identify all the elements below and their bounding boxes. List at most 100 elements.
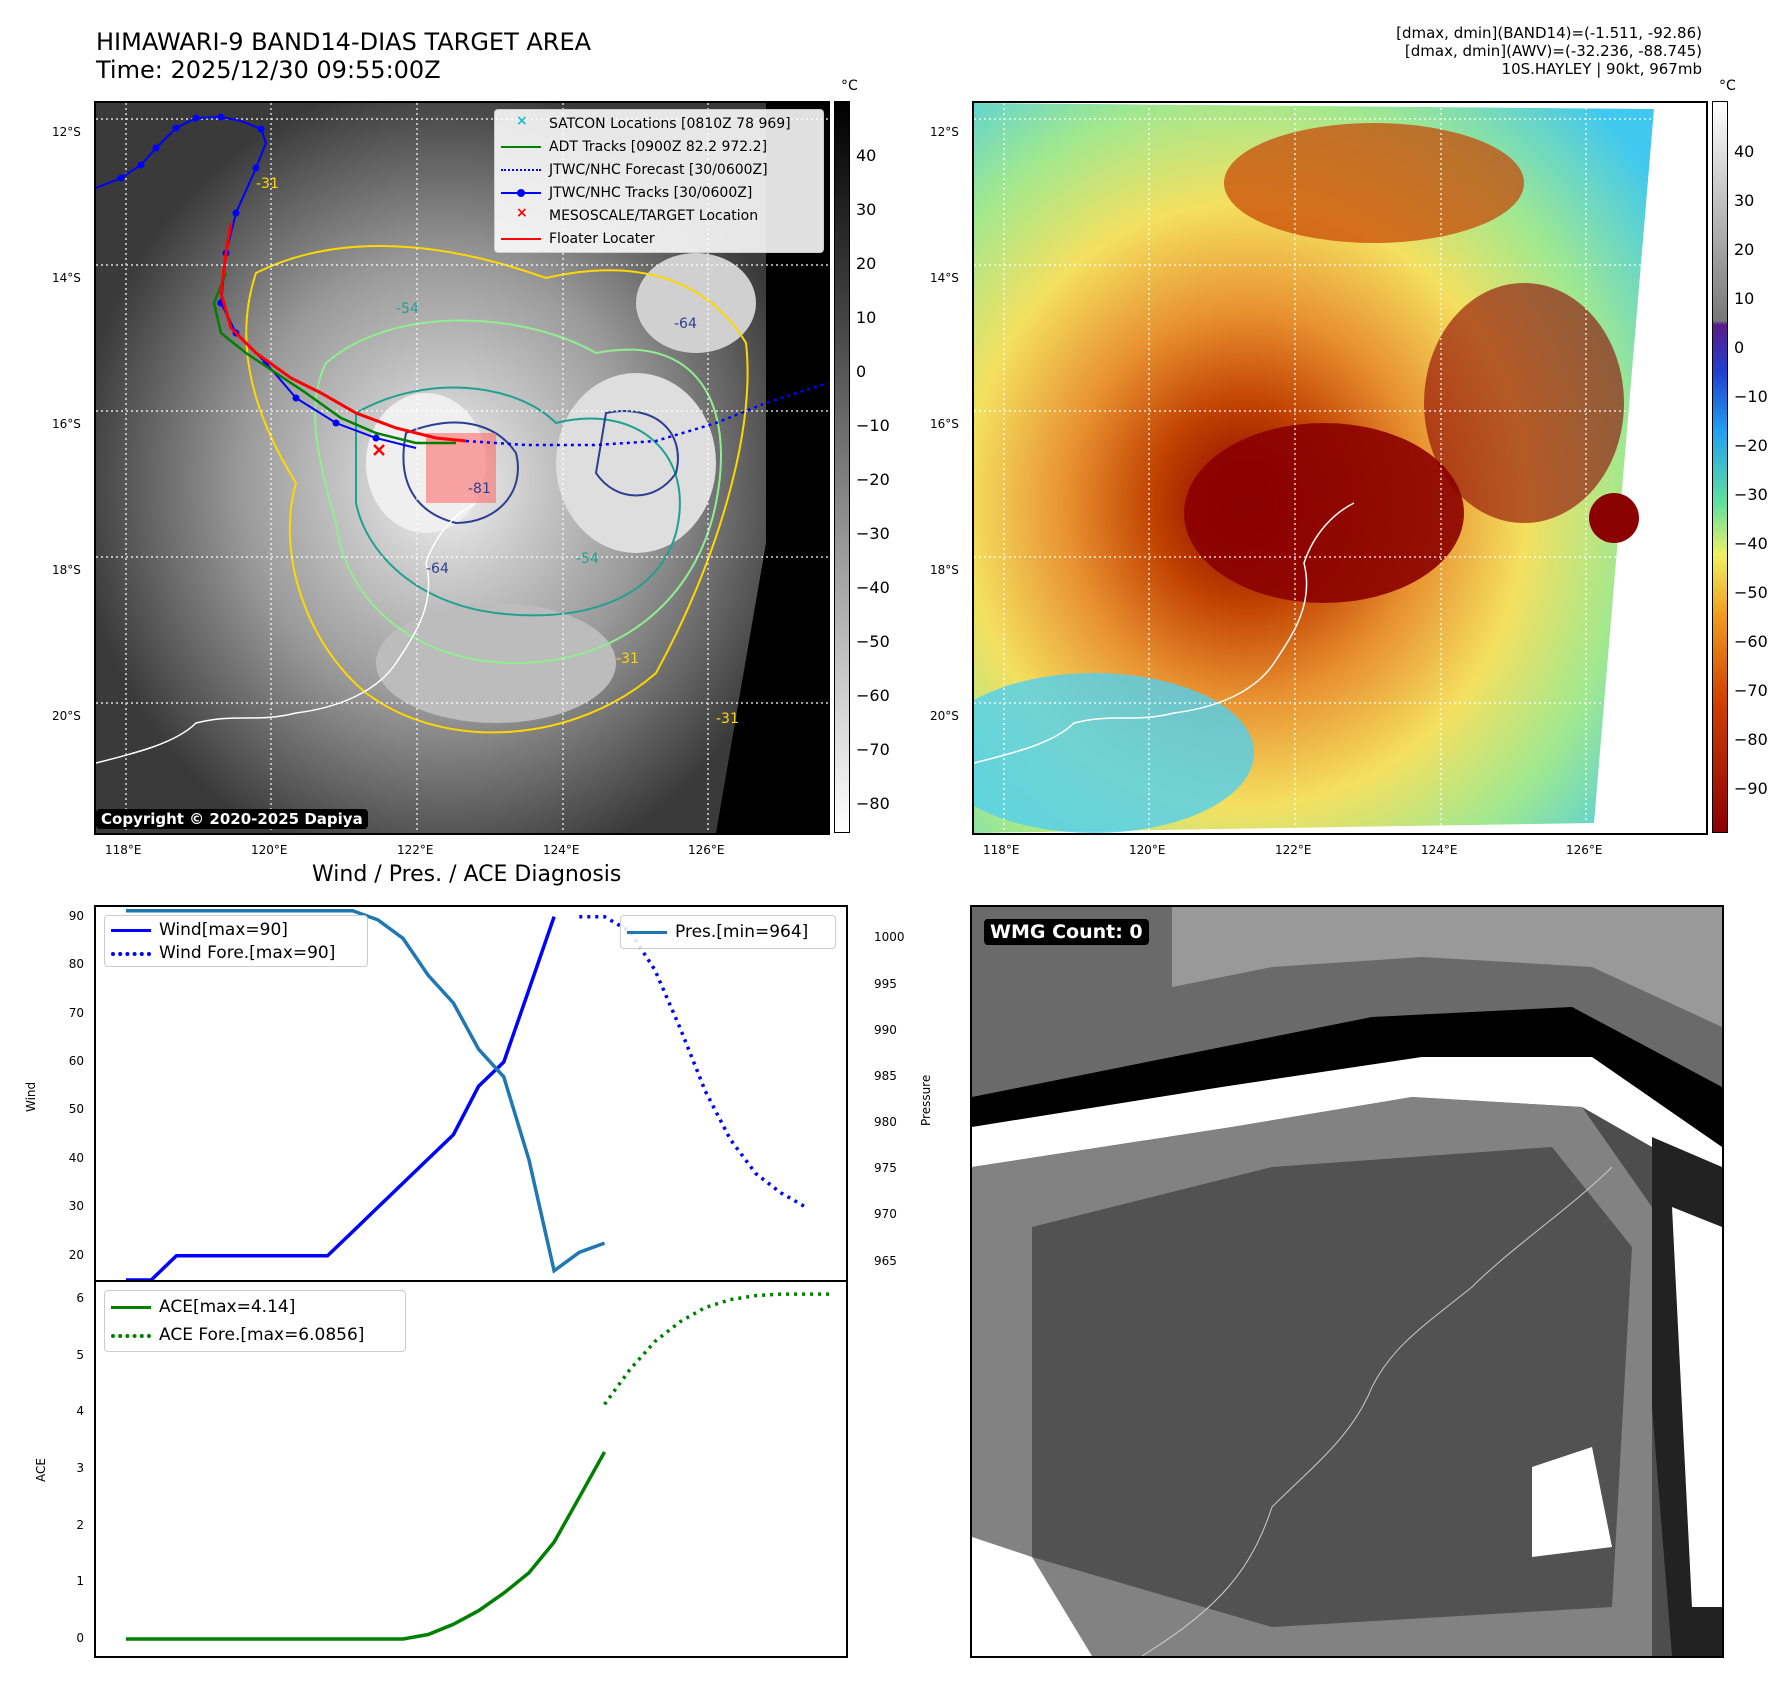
awv-colorbar: [1712, 101, 1728, 833]
info-line-3: 10S.HAYLEY | 90kt, 967mb: [1501, 60, 1702, 78]
coastline: [974, 502, 1355, 764]
contour-label: -31: [256, 176, 279, 192]
y-tick: 6: [76, 1291, 84, 1305]
awv-band-east: [1424, 283, 1624, 523]
line-icon: [501, 232, 541, 246]
contour-54-outer: [314, 319, 722, 665]
series-line-0: [126, 916, 556, 1280]
contour-label: -54: [396, 301, 419, 317]
colorbar-tick: −60: [856, 686, 890, 705]
colorbar-tick: −70: [856, 740, 890, 759]
ace-axis-label: ACE: [34, 1458, 48, 1482]
lon-tick: 124°E: [543, 843, 580, 857]
map-legend: × SATCON Locations [0810Z 78 969] ADT Tr…: [494, 109, 824, 253]
colorbar-tick: −40: [856, 578, 890, 597]
colorbar-tick: −40: [1734, 534, 1768, 553]
dotted-line-icon: [111, 946, 151, 960]
y-tick: 90: [68, 908, 84, 923]
wmg-panel: WMG Count: 0: [970, 905, 1724, 1658]
colorbar-tick: −30: [1734, 485, 1768, 504]
figure-title: HIMAWARI-9 BAND14-DIAS TARGET AREA Time:…: [96, 28, 591, 84]
colorbar-tick: 40: [1734, 142, 1755, 161]
y-tick: 40: [68, 1150, 84, 1165]
line-icon: [111, 923, 151, 937]
lat-tick: 14°S: [52, 271, 81, 285]
y-tick: 980: [874, 1115, 897, 1130]
contour-64: [402, 421, 519, 525]
legend-label: Floater Locater: [549, 230, 655, 247]
contour-label: -54: [576, 551, 599, 567]
coastline: [96, 502, 477, 764]
colorbar-tick: 20: [1734, 240, 1755, 259]
lon-tick: 122°E: [1275, 843, 1312, 857]
lat-tick: 14°S: [930, 271, 959, 285]
pressure-legend: Pres.[min=964]: [620, 915, 836, 949]
lat-tick: 20°S: [930, 709, 959, 723]
lon-tick: 126°E: [1566, 843, 1603, 857]
lat-tick: 18°S: [52, 563, 81, 577]
floater-track: [219, 222, 467, 443]
legend-label: JTWC/NHC Forecast [30/0600Z]: [549, 161, 768, 178]
line-icon: [501, 140, 541, 154]
colorbar-tick: −80: [1734, 730, 1768, 749]
colorbar-tick: 10: [856, 308, 877, 327]
series-line-0: [126, 1451, 607, 1641]
colorbar-tick: −10: [1734, 387, 1768, 406]
y-tick: 70: [68, 1005, 84, 1020]
legend-item: JTWC/NHC Forecast [30/0600Z]: [495, 158, 823, 181]
ace-plot: [126, 1292, 832, 1641]
y-tick: 60: [68, 1054, 84, 1068]
legend-item: ACE Fore.[max=6.0856]: [105, 1321, 405, 1349]
colorbar-tick: 40: [856, 146, 877, 165]
line-icon: [627, 925, 667, 939]
lon-tick: 126°E: [688, 843, 725, 857]
lon-tick: 124°E: [1421, 843, 1458, 857]
contour-label: -64: [674, 316, 697, 332]
colorbar-tick: −20: [1734, 436, 1768, 455]
wmg-count-badge: WMG Count: 0: [984, 919, 1149, 945]
legend-item: JTWC/NHC Tracks [30/0600Z]: [495, 181, 823, 204]
awv-map-svg: [974, 103, 1706, 833]
colorbar-tick: −80: [856, 794, 890, 813]
adt-track: [212, 272, 456, 445]
y-tick: 985: [874, 1068, 897, 1083]
lat-tick: 18°S: [930, 563, 959, 577]
colorbar-tick: −90: [1734, 779, 1768, 798]
contour-54: [355, 386, 681, 617]
awv-colorbar-unit: °C: [1719, 78, 1736, 94]
legend-label: ADT Tracks [0900Z 82.2 972.2]: [549, 138, 768, 155]
y-tick: 1000: [874, 930, 905, 945]
legend-label: Pres.[min=964]: [675, 922, 809, 942]
copyright-badge: Copyright © 2020-2025 Dapiya: [96, 809, 368, 829]
colorbar-tick: 30: [1734, 191, 1755, 210]
legend-label: ACE[max=4.14]: [159, 1297, 296, 1317]
wind-axis-label: Wind: [24, 1081, 38, 1112]
y-tick: 3: [76, 1461, 84, 1475]
legend-label: JTWC/NHC Tracks [30/0600Z]: [549, 184, 753, 201]
y-tick: 4: [76, 1404, 84, 1419]
contour-labels: -31 -54 -64 -81 -54 -64 -31 -31: [256, 176, 739, 727]
legend-label: Wind[max=90]: [159, 919, 288, 940]
colorbar-tick: −70: [1734, 681, 1768, 700]
legend-item: Wind Fore.[max=90]: [105, 941, 367, 964]
pressure-axis-label: Pressure: [919, 1074, 933, 1126]
awv-map-panel: [972, 101, 1708, 835]
y-tick: 80: [68, 957, 84, 972]
storm-info: [dmax, dmin](BAND14)=(-1.511, -92.86) [d…: [1102, 24, 1702, 78]
legend-item: ADT Tracks [0900Z 82.2 972.2]: [495, 135, 823, 158]
awv-cell: [1589, 493, 1639, 543]
line-dot-icon: [501, 186, 541, 200]
colorbar-tick: −30: [856, 524, 890, 543]
jtwc-track-line: [96, 115, 417, 449]
line-icon: [111, 1300, 151, 1314]
legend-label: ACE Fore.[max=6.0856]: [159, 1325, 365, 1345]
jtwc-track-points: [117, 113, 380, 442]
x-marker-icon: ×: [516, 112, 528, 129]
colorbar-tick: −20: [856, 470, 890, 489]
lon-tick: 118°E: [105, 843, 142, 857]
legend-item: Pres.[min=964]: [621, 918, 835, 946]
colorbar-tick: 20: [856, 254, 877, 273]
contour-label: -81: [468, 481, 491, 497]
dotted-line-icon: [501, 163, 541, 177]
contour-31: [245, 244, 749, 734]
